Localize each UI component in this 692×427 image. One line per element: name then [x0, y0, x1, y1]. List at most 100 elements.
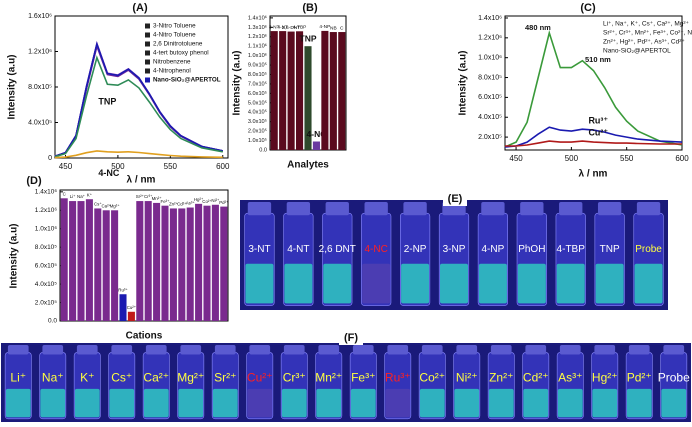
y-tick-label: 1.0x10⁶: [248, 52, 267, 59]
y-axis-label: Intensity (a.u): [9, 223, 20, 288]
bar: [102, 210, 110, 321]
vial-cap: [597, 202, 622, 216]
vial-liquid: [316, 388, 342, 418]
vial-liquid: [323, 263, 352, 304]
y-tick-label: 1.0x10⁶: [478, 55, 502, 62]
legend-label: 4-Nitro Toluene: [153, 32, 196, 39]
vial-liquid: [385, 388, 411, 418]
vial-cap: [318, 345, 340, 355]
bar: [77, 201, 85, 321]
vial-cap: [283, 345, 305, 355]
y-tick-label: 4.0x10⁵: [35, 281, 58, 288]
vial-liquid: [595, 263, 624, 304]
bar: [270, 31, 278, 151]
vial-cap: [490, 345, 512, 355]
legend-text: Zn²⁺, Hg²⁺, Pd²⁺, As³⁺, Cd²⁺: [603, 39, 685, 46]
vial-liquid: [517, 263, 546, 304]
vial-cap: [286, 202, 311, 216]
vial-cap: [180, 345, 202, 355]
series-line: [54, 40, 223, 157]
vial-liquid: [362, 263, 391, 304]
plot-frame: [54, 15, 229, 159]
vial-cap: [325, 202, 349, 216]
bar: [338, 32, 346, 151]
vial-cap: [456, 345, 478, 355]
series-line: [54, 43, 223, 157]
category-label: Cu²⁺: [127, 305, 137, 310]
bar: [296, 31, 304, 150]
vial-cap: [7, 345, 29, 355]
bar: [287, 31, 295, 151]
series-line: [54, 42, 223, 157]
y-tick-label: 3.0x10⁵: [248, 118, 267, 125]
vial-label: TNP: [600, 244, 620, 255]
vial-cap: [247, 202, 272, 216]
vial-label: PhOH: [518, 244, 545, 255]
vial-label: Hg²⁺: [592, 371, 618, 385]
category-label: K⁺: [87, 192, 93, 197]
vial-label: Sr²⁺: [214, 371, 236, 385]
panel-label: (A): [132, 2, 148, 14]
category-label: C: [63, 191, 66, 196]
vial-liquid: [626, 388, 652, 418]
y-tick-label: 8.0x10⁵: [28, 84, 52, 91]
y-tick-label: 1.2x10⁶: [478, 35, 502, 42]
vial-liquid: [74, 388, 100, 418]
bar: [119, 294, 127, 321]
y-tick-label: 1.4x10⁶: [248, 14, 267, 21]
bar: [153, 202, 161, 321]
vial-cap: [628, 345, 650, 355]
y-tick-label: 8.0x10⁵: [248, 71, 267, 78]
category-label: Hg²⁺: [194, 197, 204, 202]
legend-swatch: [145, 59, 150, 65]
bar: [329, 32, 337, 151]
vial-label: Na⁺: [42, 371, 64, 385]
vial-liquid: [557, 388, 583, 418]
vial-liquid: [143, 388, 169, 418]
category-label: Li⁺: [70, 194, 76, 199]
y-tick-label: 2.0x10⁵: [35, 299, 58, 306]
legend-label: Nano-SiO₂@APERTOL: [603, 48, 671, 55]
x-tick-label: 500: [111, 162, 125, 171]
x-axis-label: Cations: [126, 331, 163, 342]
legend-label: Nitrobenzene: [153, 59, 191, 66]
vial-cap: [559, 202, 583, 216]
vial-label: 4-NC: [365, 244, 388, 255]
legend-swatch: [145, 41, 150, 47]
y-tick-label: 1.6x10⁶: [28, 13, 52, 20]
vial-liquid: [556, 263, 585, 304]
category-label: Sr²⁺: [136, 194, 145, 199]
vial-label: Probe: [635, 244, 662, 255]
panel-label: (E): [448, 193, 463, 205]
vial-cap: [636, 202, 661, 216]
bar: [111, 210, 119, 321]
vial-liquid: [212, 388, 238, 418]
vial-liquid: [178, 388, 204, 418]
series-label: Ru³⁺: [588, 116, 608, 126]
bar: [178, 208, 186, 321]
series-label: Cu²⁺: [588, 127, 608, 137]
vial-liquid: [634, 263, 663, 304]
vial-label: Ru³⁺: [385, 371, 411, 385]
legend-swatch: [145, 50, 150, 56]
x-tick-label: 500: [565, 154, 579, 163]
bar: [195, 203, 203, 321]
vial-liquid: [523, 388, 549, 418]
category-label: Cd²⁺: [177, 202, 187, 207]
vial-cap: [387, 345, 409, 355]
panel-label: (C): [580, 2, 596, 14]
vial-liquid: [419, 388, 445, 418]
category-label: Fe³⁺: [161, 199, 171, 204]
series-line: [504, 126, 683, 148]
vial-cap: [403, 202, 427, 216]
vial-cap: [559, 345, 581, 355]
vial-label: 2,6 DNT: [319, 244, 356, 255]
x-axis-label: λ / nm: [579, 169, 608, 180]
vial-label: 4-NT: [287, 244, 309, 255]
vial-label: Zn²⁺: [489, 371, 513, 385]
bar: [94, 208, 102, 321]
legend-label: 2,6 Dinitrotoluene: [153, 41, 203, 48]
category-label: Zn²⁺: [169, 202, 179, 207]
category-label: Cs⁺: [94, 202, 102, 207]
category-label: As³⁺: [186, 201, 196, 206]
